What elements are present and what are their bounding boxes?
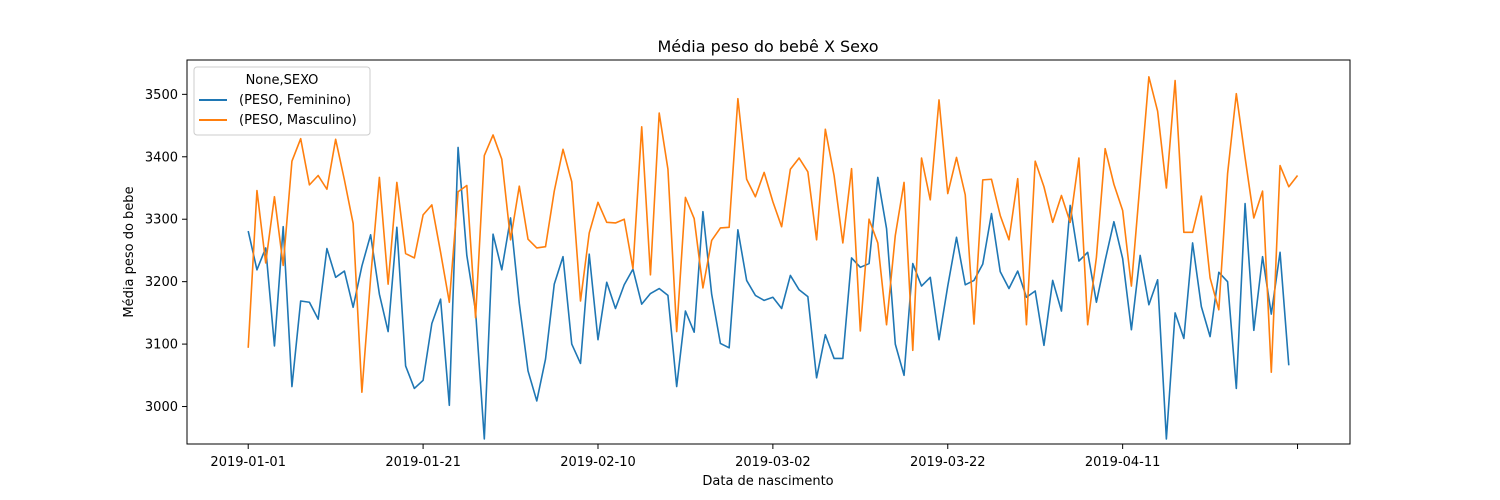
x-tick-label: 2019-01-01 <box>210 455 286 470</box>
y-axis-ticks: 3000 3100 3200 3300 3400 3500 <box>145 88 187 415</box>
y-axis-label: Média peso do bebe <box>122 186 137 317</box>
x-tick-label: 2019-03-22 <box>910 455 986 470</box>
plot-background <box>187 60 1350 444</box>
x-tick-label: 2019-04-11 <box>1085 455 1161 470</box>
axes-layer <box>186 59 1351 445</box>
legend-label-masculino: (PESO, Masculino) <box>239 113 357 128</box>
legend-box <box>193 66 371 136</box>
chart-title: Média peso do bebê X Sexo <box>658 37 879 56</box>
series-line-masculino <box>247 76 1299 393</box>
series-line-feminino <box>247 146 1290 440</box>
x-axis-label: Data de nascimento <box>702 474 833 489</box>
x-tick-label: 2019-03-02 <box>735 455 811 470</box>
y-tick-label: 3200 <box>145 275 178 290</box>
y-tick-label: 3100 <box>145 338 178 353</box>
x-axis-ticks: 2019-01-01 2019-01-21 2019-02-10 2019-03-02… <box>210 444 1299 470</box>
y-tick-label: 3400 <box>145 150 178 165</box>
series-layer <box>247 76 1299 440</box>
y-tick-label: 3000 <box>145 400 178 415</box>
legend: None,SEXO (PESO, Feminino) (PESO, Mascul… <box>193 66 371 136</box>
legend-title: None,SEXO <box>246 73 319 88</box>
plot-frame <box>186 59 1351 445</box>
y-tick-label: 3500 <box>145 88 178 103</box>
y-tick-label: 3300 <box>145 213 178 228</box>
x-tick-label: 2019-02-10 <box>560 455 636 470</box>
legend-label-feminino: (PESO, Feminino) <box>239 93 351 108</box>
x-tick-label: 2019-01-21 <box>385 455 461 470</box>
